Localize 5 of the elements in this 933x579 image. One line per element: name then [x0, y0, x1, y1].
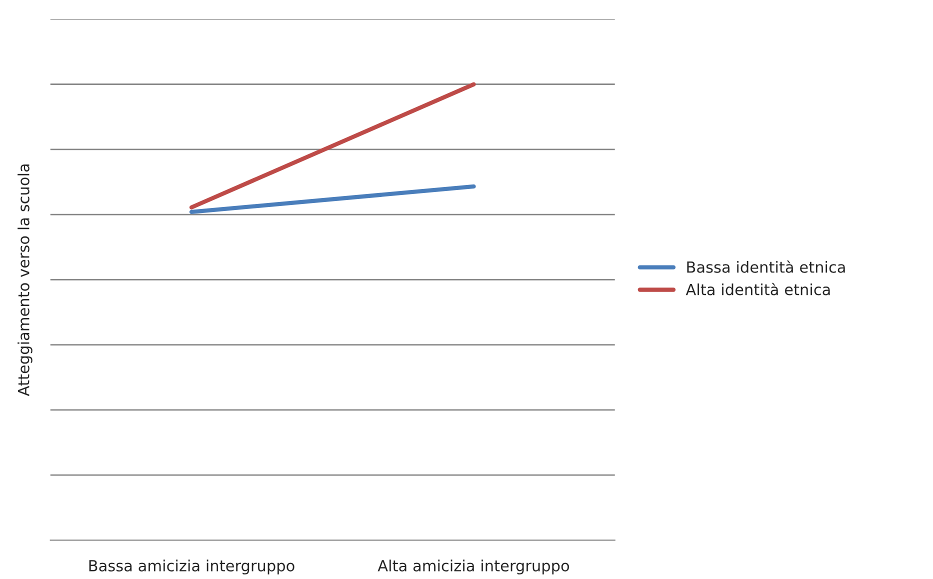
legend-label: Bassa identità etnica	[687, 260, 845, 273]
x-tick-label: Alta amicizia intergruppo	[378, 560, 570, 574]
x-tick-label: Bassa amicizia intergruppo	[89, 560, 294, 574]
y-axis-title: Atteggiamento verso la scuola	[18, 164, 32, 396]
legend-label: Alta identità etnica	[686, 282, 830, 296]
